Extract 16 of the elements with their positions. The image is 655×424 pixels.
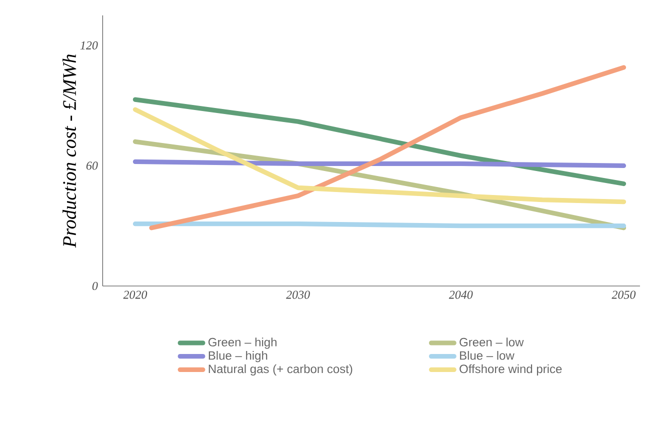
line-series — [132, 97, 626, 186]
legend-label: Natural gas (+ carbon cost) — [208, 364, 352, 376]
line-series — [149, 65, 626, 230]
legend-label: Blue – low — [460, 350, 514, 360]
legend-label: Green – high — [208, 338, 276, 349]
y-tick-label: 120 — [80, 41, 98, 50]
x-tick-label: 2040 — [448, 290, 473, 299]
legend-label: Green – low — [460, 338, 524, 346]
y-tick-label: 0 — [92, 282, 98, 290]
y-tick-label: 60 — [86, 162, 98, 170]
x-tick-label: 2030 — [286, 290, 310, 299]
legend-label: Offshore wind price — [460, 364, 562, 376]
legend-label: Blue – high — [208, 350, 268, 362]
x-tick-label: 2050 — [612, 290, 636, 299]
x-tick-label: 2020 — [123, 290, 148, 299]
y-axis-title: Production cost - £/MWh — [62, 54, 76, 248]
